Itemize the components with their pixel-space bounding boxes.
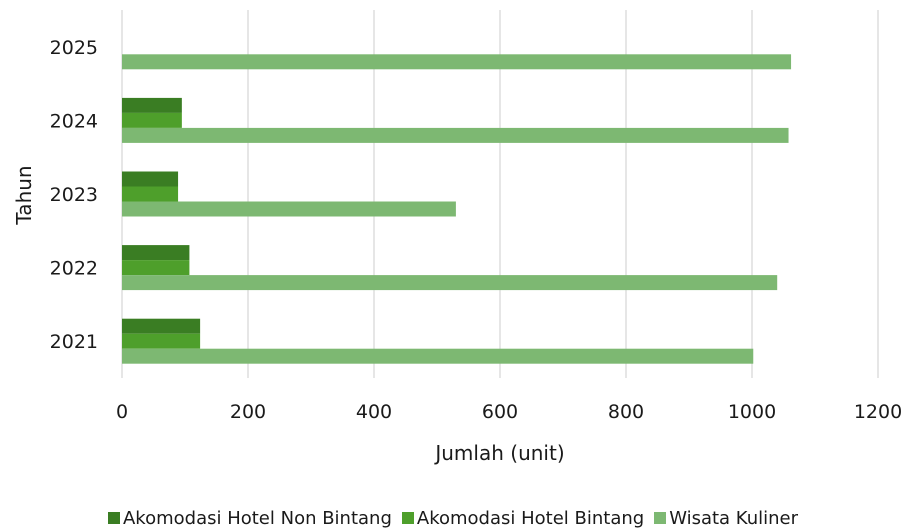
bar-2021-series-0 [122,318,201,334]
bar-2023-series-0 [122,171,179,187]
x-tick-label: 200 [230,401,266,423]
bar-2021-series-2 [122,348,754,364]
x-tick-label: 1200 [854,401,902,423]
y-axis-tick-labels: 2021 2022 2023 2024 2025 [50,37,98,353]
bar-2024-series-1 [122,112,182,128]
bars [122,54,792,364]
legend-label: Akomodasi Hotel Non Bintang [122,507,392,529]
bar-2022-series-0 [122,245,190,261]
x-tick-label: 800 [608,401,644,423]
bar-2024-series-2 [122,127,789,143]
bar-2024-series-0 [122,97,182,113]
legend: Akomodasi Hotel Non Bintang Akomodasi Hot… [0,506,906,530]
bar-chart: 0 200 400 600 800 1000 1200 202120222023202420… [12,10,902,465]
bar-2023-series-1 [122,186,179,202]
x-tick-label: 600 [482,401,518,423]
bar-2023-series-2 [122,201,456,217]
legend-swatch [107,512,120,524]
legend-item: Akomodasi Hotel Non Bintang [107,507,392,529]
legend-item: Akomodasi Hotel Bintang [401,507,645,529]
bar-2022-series-1 [122,260,190,276]
y-axis-title: Tahun [12,165,36,225]
x-tick-label: 1000 [728,401,776,423]
legend-label: Wisata Kuliner [669,507,799,529]
bar-2021-series-1 [122,333,201,349]
x-tick-label: 0 [116,401,128,423]
gridlines [121,10,879,378]
legend-swatch [654,512,667,524]
y-tick-label: 2024 [50,110,98,132]
legend-label: Akomodasi Hotel Bintang [416,507,645,529]
y-tick-label: 2021 [50,331,98,353]
x-axis-title: Jumlah (unit) [433,441,564,465]
bar-2025-series-2 [122,54,792,70]
y-tick-label: 2025 [50,37,98,59]
legend-item: Wisata Kuliner [654,508,798,529]
y-tick-label: 2023 [50,184,98,206]
x-tick-label: 400 [356,401,392,423]
x-axis-tick-labels: 0 200 400 600 800 1000 1200 [116,401,902,423]
bar-2022-series-2 [122,275,778,291]
legend-swatch [401,512,414,524]
y-tick-label: 2022 [50,258,98,280]
